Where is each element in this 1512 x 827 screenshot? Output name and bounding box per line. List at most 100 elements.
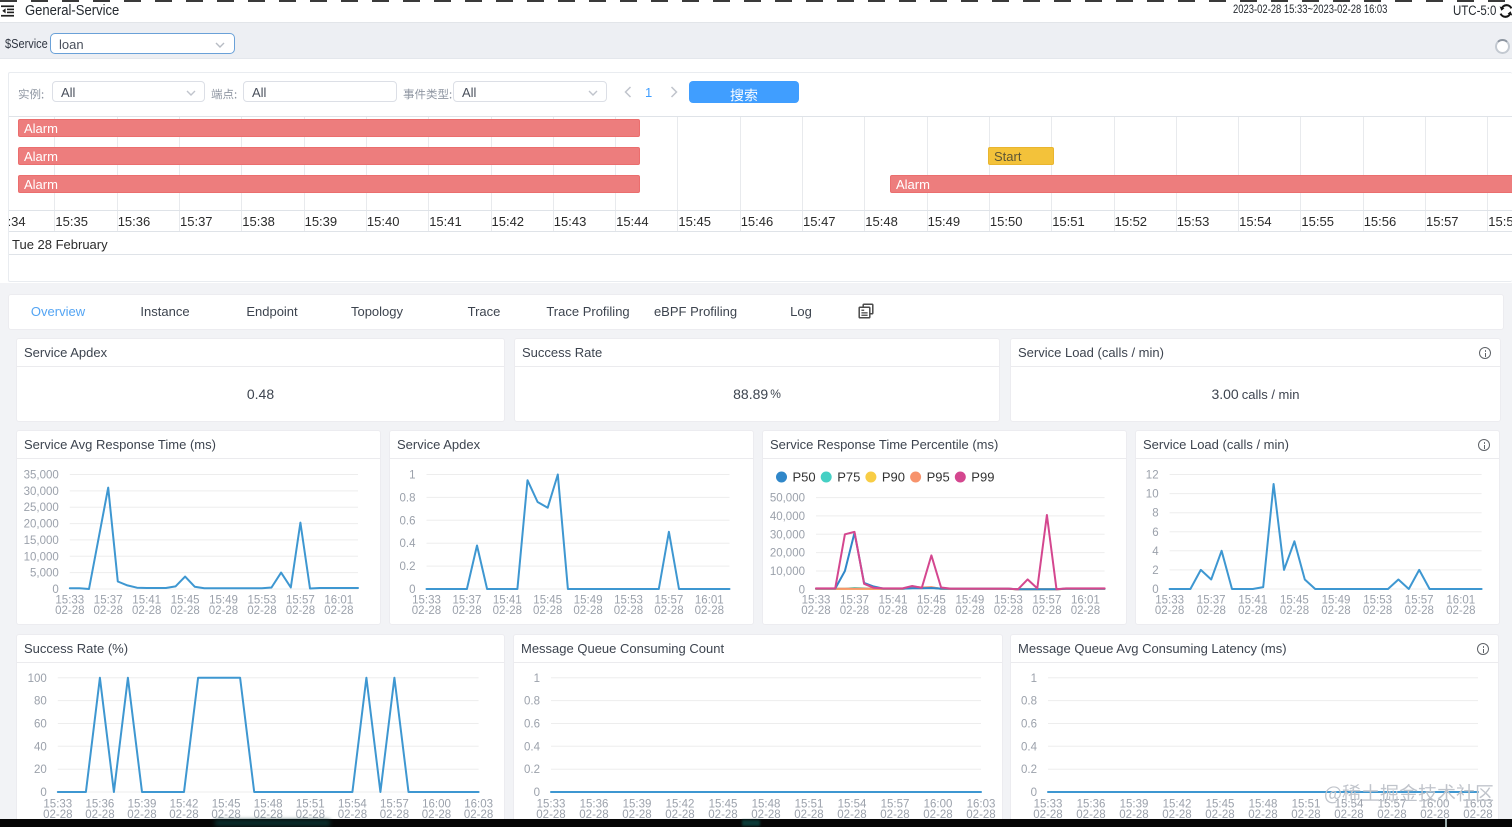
svg-text:15:33: 15:33 xyxy=(55,595,84,607)
svg-text:P75: P75 xyxy=(837,470,860,485)
svg-text:15:51: 15:51 xyxy=(296,799,325,811)
svg-text:15:41: 15:41 xyxy=(132,595,161,607)
svg-text:02-28: 02-28 xyxy=(708,809,737,821)
svg-text:02-28: 02-28 xyxy=(493,605,522,617)
svg-text:02-28: 02-28 xyxy=(1205,809,1234,821)
svg-text:15:45: 15:45 xyxy=(212,799,241,811)
svg-text:02-28: 02-28 xyxy=(43,809,72,821)
svg-text:02-28: 02-28 xyxy=(1280,605,1309,617)
svg-text:02-28: 02-28 xyxy=(533,605,562,617)
svg-text:30,000: 30,000 xyxy=(24,486,59,498)
svg-text:20,000: 20,000 xyxy=(770,548,805,560)
svg-text:02-28: 02-28 xyxy=(132,605,161,617)
svg-text:0.4: 0.4 xyxy=(524,741,541,753)
svg-text:02-28: 02-28 xyxy=(614,605,643,617)
svg-text:15:48: 15:48 xyxy=(1249,799,1278,811)
svg-text:02-28: 02-28 xyxy=(127,809,156,821)
svg-text:02-28: 02-28 xyxy=(1162,809,1191,821)
svg-text:15:53: 15:53 xyxy=(248,595,277,607)
svg-text:15:48: 15:48 xyxy=(254,799,283,811)
svg-text:0.8: 0.8 xyxy=(524,696,540,708)
svg-text:02-28: 02-28 xyxy=(286,605,315,617)
svg-text:02-28: 02-28 xyxy=(380,809,409,821)
svg-text:15:36: 15:36 xyxy=(86,799,115,811)
svg-text:02-28: 02-28 xyxy=(579,809,608,821)
svg-text:35,000: 35,000 xyxy=(24,470,59,482)
svg-text:4: 4 xyxy=(1152,546,1159,558)
svg-text:02-28: 02-28 xyxy=(794,809,823,821)
svg-text:10: 10 xyxy=(1146,489,1159,501)
svg-text:02-28: 02-28 xyxy=(1420,809,1449,821)
svg-text:0.4: 0.4 xyxy=(1021,741,1038,753)
svg-text:02-28: 02-28 xyxy=(665,809,694,821)
svg-text:0.8: 0.8 xyxy=(400,492,416,504)
svg-text:02-28: 02-28 xyxy=(1155,605,1184,617)
svg-text:02-28: 02-28 xyxy=(1463,809,1492,821)
svg-text:02-28: 02-28 xyxy=(1033,809,1062,821)
svg-text:0: 0 xyxy=(52,584,58,596)
svg-text:0: 0 xyxy=(40,787,46,799)
svg-text:0: 0 xyxy=(1152,584,1158,596)
svg-text:0.6: 0.6 xyxy=(400,515,416,527)
svg-text:16:03: 16:03 xyxy=(967,799,996,811)
svg-text:16:03: 16:03 xyxy=(464,799,493,811)
svg-text:15:36: 15:36 xyxy=(580,799,609,811)
svg-text:15:39: 15:39 xyxy=(623,799,652,811)
svg-text:100: 100 xyxy=(28,673,47,685)
svg-text:02-28: 02-28 xyxy=(1446,605,1475,617)
svg-text:15:41: 15:41 xyxy=(879,595,908,607)
svg-text:02-28: 02-28 xyxy=(296,809,325,821)
svg-text:02-28: 02-28 xyxy=(536,809,565,821)
svg-text:15:51: 15:51 xyxy=(795,799,824,811)
svg-text:8: 8 xyxy=(1152,508,1158,520)
svg-text:15,000: 15,000 xyxy=(24,535,59,547)
svg-text:02-28: 02-28 xyxy=(452,605,481,617)
svg-text:02-28: 02-28 xyxy=(422,809,451,821)
svg-text:P90: P90 xyxy=(882,470,905,485)
svg-text:15:54: 15:54 xyxy=(838,799,867,811)
svg-text:02-28: 02-28 xyxy=(966,809,995,821)
svg-text:02-28: 02-28 xyxy=(695,605,724,617)
svg-text:0: 0 xyxy=(799,584,805,596)
svg-text:10,000: 10,000 xyxy=(24,551,59,563)
svg-text:15:45: 15:45 xyxy=(1280,595,1309,607)
svg-text:0: 0 xyxy=(534,787,540,799)
svg-text:02-28: 02-28 xyxy=(923,809,952,821)
svg-text:16:00: 16:00 xyxy=(924,799,953,811)
svg-text:02-28: 02-28 xyxy=(412,605,441,617)
svg-text:02-28: 02-28 xyxy=(209,605,238,617)
svg-text:16:03: 16:03 xyxy=(1464,799,1493,811)
svg-text:15:45: 15:45 xyxy=(709,799,738,811)
svg-text:2: 2 xyxy=(1152,565,1158,577)
svg-text:15:57: 15:57 xyxy=(1033,595,1062,607)
svg-text:15:33: 15:33 xyxy=(412,595,441,607)
svg-text:02-28: 02-28 xyxy=(1248,809,1277,821)
svg-text:02-28: 02-28 xyxy=(994,605,1023,617)
svg-text:02-28: 02-28 xyxy=(169,809,198,821)
svg-text:15:42: 15:42 xyxy=(666,799,695,811)
svg-text:1: 1 xyxy=(1031,673,1037,685)
svg-text:15:33: 15:33 xyxy=(1155,595,1184,607)
svg-text:80: 80 xyxy=(34,696,47,708)
svg-text:02-28: 02-28 xyxy=(654,605,683,617)
svg-text:02-28: 02-28 xyxy=(1076,809,1105,821)
svg-text:02-28: 02-28 xyxy=(1291,809,1320,821)
svg-text:25,000: 25,000 xyxy=(24,502,59,514)
svg-text:15:48: 15:48 xyxy=(752,799,781,811)
svg-text:15:39: 15:39 xyxy=(128,799,157,811)
svg-text:15:45: 15:45 xyxy=(533,595,562,607)
svg-text:02-28: 02-28 xyxy=(880,809,909,821)
svg-text:15:37: 15:37 xyxy=(453,595,482,607)
svg-text:0.6: 0.6 xyxy=(1021,719,1037,731)
svg-text:02-28: 02-28 xyxy=(1119,809,1148,821)
svg-text:02-28: 02-28 xyxy=(955,605,984,617)
svg-text:1: 1 xyxy=(409,470,415,482)
svg-text:02-28: 02-28 xyxy=(93,605,122,617)
svg-text:02-28: 02-28 xyxy=(1377,809,1406,821)
svg-text:15:37: 15:37 xyxy=(94,595,123,607)
svg-text:15:49: 15:49 xyxy=(1322,595,1351,607)
svg-text:6: 6 xyxy=(1152,527,1158,539)
svg-text:02-28: 02-28 xyxy=(85,809,114,821)
svg-text:0.6: 0.6 xyxy=(524,719,540,731)
svg-text:16:00: 16:00 xyxy=(1421,799,1450,811)
